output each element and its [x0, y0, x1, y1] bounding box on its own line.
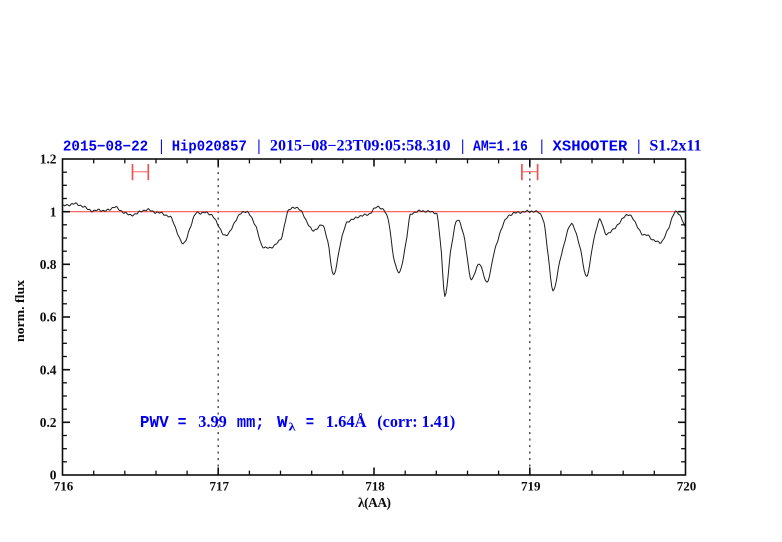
svg-text:0.2: 0.2: [40, 415, 57, 430]
svg-text:1.2: 1.2: [40, 152, 57, 167]
svg-text:716: 716: [54, 479, 74, 494]
svg-text:norm. flux: norm. flux: [12, 279, 27, 342]
svg-text:717: 717: [209, 479, 229, 494]
svg-text:719: 719: [521, 479, 541, 494]
svg-text:λ(AA): λ(AA): [358, 495, 391, 510]
svg-text:0.8: 0.8: [40, 257, 57, 272]
svg-text:1: 1: [50, 204, 57, 219]
svg-text:2015−08−22|Hip020857|2015−08−2: 2015−08−22 | Hip020857 | 2015−08−23T09:05:58…: [63, 138, 702, 156]
svg-text:0.4: 0.4: [40, 362, 57, 377]
svg-text:0: 0: [50, 468, 57, 483]
svg-text:720: 720: [677, 479, 697, 494]
svg-text:0.6: 0.6: [40, 310, 57, 325]
svg-text:718: 718: [365, 479, 385, 494]
